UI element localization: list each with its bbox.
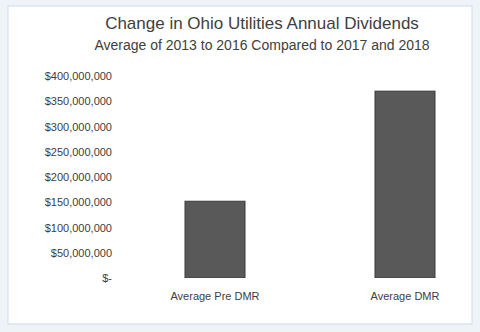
bar [185,201,245,278]
y-axis: $- $50,000,000 $100,000,000 $150,000,000 $20… [45,70,113,284]
x-tick-label: Average DMR [371,290,440,302]
y-tick-label: $300,000,000 [45,121,112,133]
outer-background [0,0,480,332]
y-tick-label: $- [102,272,112,284]
y-tick-label: $100,000,000 [45,222,112,234]
bar [375,91,435,278]
chart-svg: Change in Ohio Utilities Annual Dividend… [0,0,480,332]
x-tick-label: Average Pre DMR [170,290,259,302]
chart-title: Change in Ohio Utilities Annual Dividend… [105,14,419,33]
y-tick-label: $150,000,000 [45,196,112,208]
chart-frame [8,6,472,324]
y-tick-label: $350,000,000 [45,95,112,107]
y-tick-label: $50,000,000 [51,247,112,259]
chart-subtitle: Average of 2013 to 2016 Compared to 2017… [94,37,429,53]
y-tick-label: $250,000,000 [45,146,112,158]
y-tick-label: $200,000,000 [45,171,112,183]
chart-container: Change in Ohio Utilities Annual Dividend… [0,0,480,332]
y-tick-label: $400,000,000 [45,70,112,82]
bars [185,91,435,278]
x-axis: Average Pre DMR Average DMR [170,290,439,302]
